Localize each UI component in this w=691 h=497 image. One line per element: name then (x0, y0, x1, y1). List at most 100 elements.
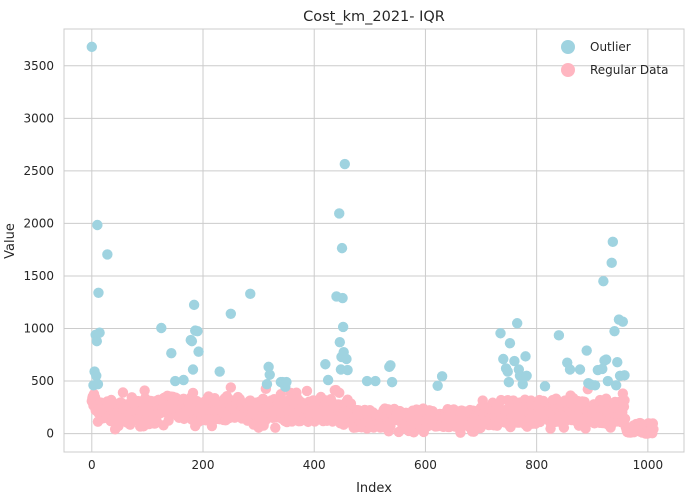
y-tick-label: 2500 (23, 164, 54, 178)
outlier-point (436, 371, 448, 382)
outlier-point (245, 288, 256, 300)
outlier-point (334, 336, 346, 348)
x-tick-label: 800 (525, 458, 548, 472)
outlier-point (337, 292, 348, 304)
x-tick-label: 600 (414, 458, 437, 472)
outlier-point (322, 374, 334, 386)
regular-data-point (619, 395, 630, 406)
outlier-point (187, 364, 199, 375)
outlier-point (509, 355, 520, 367)
outlier-point (336, 242, 348, 254)
outlier-point (553, 330, 565, 341)
outlier-point (156, 322, 167, 334)
outlier-point (339, 158, 351, 170)
y-tick-label: 500 (31, 374, 54, 388)
outlier-point (619, 370, 630, 381)
regular-data-point (580, 423, 591, 434)
y-axis-label: Value (3, 223, 18, 259)
outlier-point (370, 375, 381, 387)
y-tick-label: 3000 (23, 111, 54, 125)
outlier-point (385, 360, 396, 371)
regular-data-point (270, 422, 281, 433)
outlier-point (600, 354, 612, 365)
regular-data-point (648, 424, 659, 435)
outlier-point (574, 364, 586, 375)
regular-data-point (139, 385, 150, 396)
outlier-point (617, 316, 629, 327)
regular-data-point (117, 387, 129, 398)
y-tick-labels: 0 500 1000 1500 2000 2500 3000 3500 (23, 59, 54, 441)
outlier-point (91, 370, 102, 382)
outlier-point (92, 379, 104, 390)
outlier-point (602, 375, 614, 387)
outlier-point (361, 375, 373, 387)
outlier-point (498, 353, 509, 365)
x-tick-label: 200 (192, 458, 215, 472)
regular-data-point (619, 413, 631, 425)
outlier-points (86, 41, 630, 393)
outlier-point (504, 338, 516, 349)
outlier-point (610, 380, 622, 391)
regular-data-point (187, 387, 199, 399)
outlier-point (342, 364, 353, 376)
outlier-point (521, 370, 532, 382)
outlier-point (612, 356, 623, 368)
outlier-point (334, 208, 345, 219)
outlier-point (597, 363, 608, 375)
outlier-point (281, 376, 292, 388)
outlier-point (386, 376, 398, 388)
outlier-point (263, 361, 274, 373)
legend: Outlier Regular Data (561, 40, 669, 77)
outlier-point (598, 276, 609, 287)
y-tick-label: 1000 (23, 322, 54, 336)
regular-data-points (86, 382, 659, 439)
x-tick-label: 0 (88, 458, 96, 472)
y-tick-label: 2000 (23, 216, 54, 230)
legend-label-outlier: Outlier (590, 40, 631, 54)
outlier-point (214, 366, 225, 377)
outlier-point (102, 249, 113, 260)
outlier-point (589, 380, 601, 391)
outlier-point (517, 379, 528, 390)
outlier-point (337, 321, 349, 333)
outlier-point (86, 41, 98, 53)
chart-title: Cost_km_2021- IQR (303, 9, 445, 25)
y-tick-label: 3500 (23, 59, 54, 73)
regular-data-point (301, 385, 313, 397)
outlier-point (503, 376, 515, 388)
legend-label-regular-data: Regular Data (590, 63, 669, 77)
x-tick-label: 400 (303, 458, 326, 472)
legend-marker-outlier (561, 40, 575, 54)
outlier-point (170, 375, 181, 387)
x-tick-label: 1000 (633, 458, 664, 472)
outlier-point (192, 325, 203, 337)
outlier-point (178, 374, 189, 386)
outlier-point (607, 236, 619, 248)
outlier-point (495, 328, 506, 339)
outlier-point (264, 369, 275, 380)
outlier-point (606, 257, 617, 269)
outlier-point (193, 346, 204, 357)
outlier-point (520, 351, 531, 362)
outlier-point (539, 381, 551, 392)
outlier-point (609, 325, 620, 337)
x-tick-labels: 0 200 400 600 800 1000 (88, 458, 663, 472)
outlier-point (581, 345, 592, 356)
regular-data-point (225, 382, 237, 393)
regular-data-point (334, 387, 345, 399)
outlier-point (186, 335, 198, 347)
outlier-point (91, 335, 103, 347)
outlier-point (94, 327, 105, 338)
outlier-point (511, 318, 523, 329)
outlier-point (225, 308, 237, 320)
outlier-point (432, 380, 443, 391)
outlier-point (261, 379, 273, 390)
outlier-point (564, 364, 576, 375)
outlier-point (93, 287, 104, 298)
outlier-point (341, 353, 352, 365)
x-axis-label: Index (356, 481, 392, 496)
outlier-point (166, 348, 177, 359)
y-tick-label: 1500 (23, 269, 54, 283)
legend-marker-regular-data (561, 63, 575, 77)
